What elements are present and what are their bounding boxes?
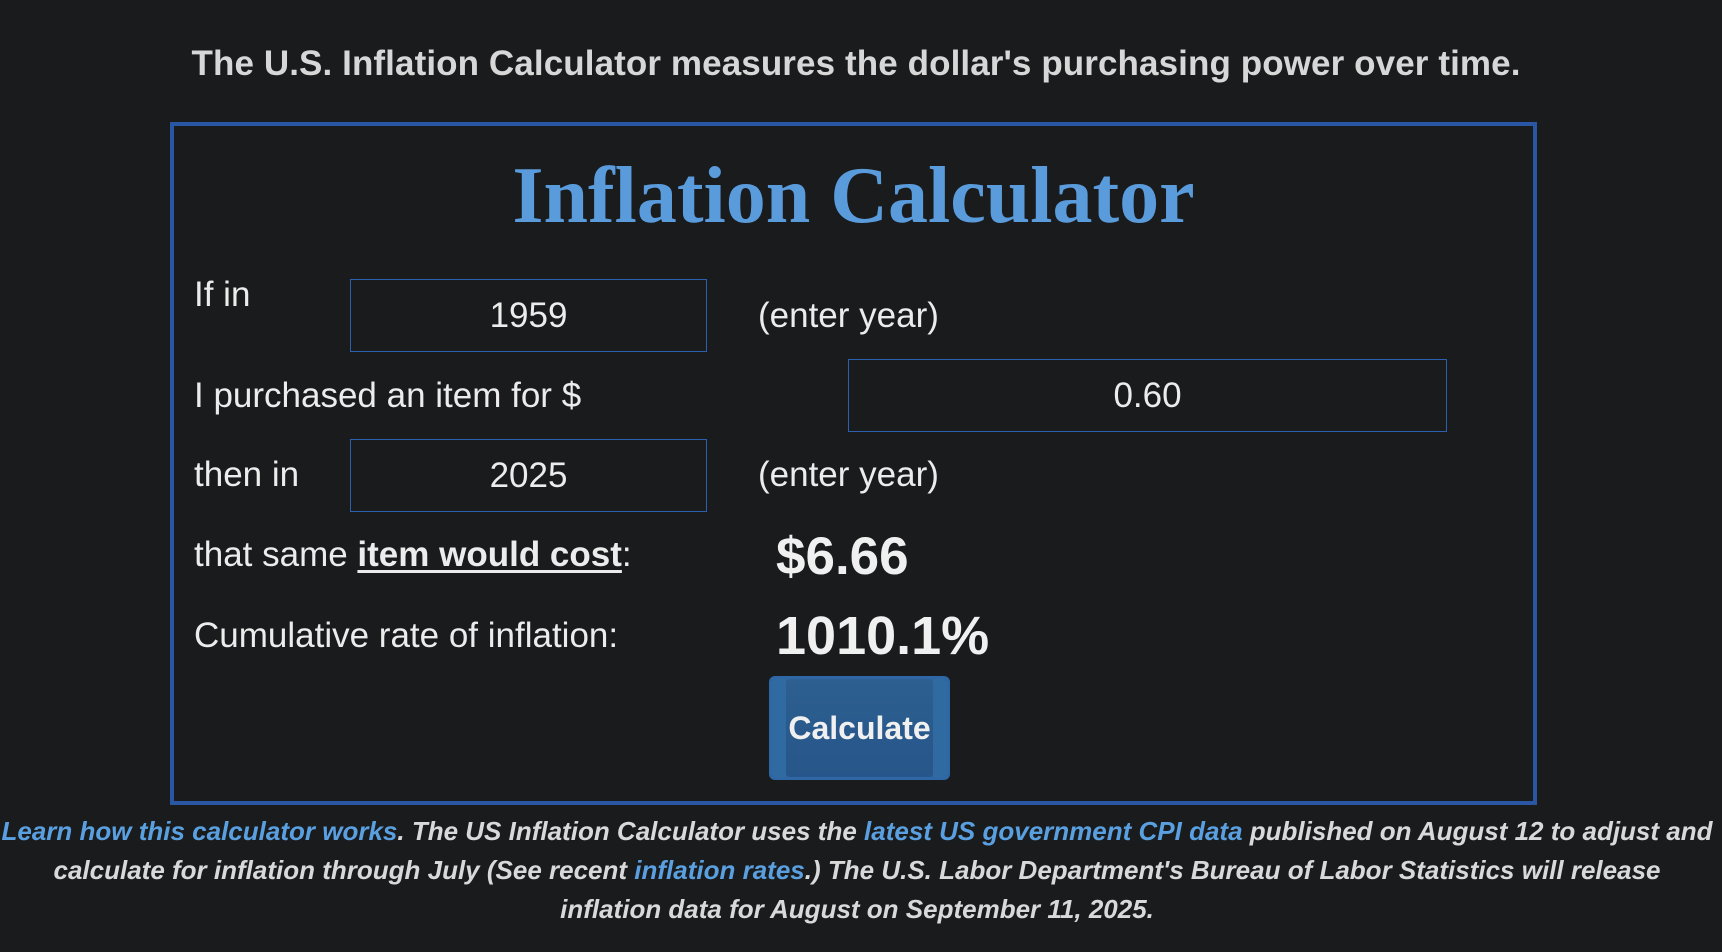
footer-note: Learn how this calculator works. The US … <box>0 812 1714 929</box>
inflation-rates-link[interactable]: inflation rates <box>634 855 805 885</box>
footer-text-1: . The US Inflation Calculator uses the <box>397 816 865 846</box>
learn-how-link[interactable]: Learn how this calculator works <box>1 816 398 846</box>
cpi-data-link[interactable]: latest US government CPI data <box>864 816 1243 846</box>
item-cost-label-suffix: : <box>621 535 632 574</box>
item-would-cost-link[interactable]: item would cost <box>357 535 622 574</box>
footer-text-2: published on August 12 to adjust and cal… <box>53 816 1713 885</box>
item-cost-result: $6.66 <box>776 527 909 586</box>
calculator-title: Inflation Calculator <box>512 152 1195 240</box>
start-year-label: If in <box>194 275 251 314</box>
item-cost-label: that same item would cost: <box>194 537 632 572</box>
end-year-hint: (enter year) <box>758 455 939 494</box>
amount-label: I purchased an item for $ <box>194 376 582 415</box>
end-year-label: then in <box>194 455 300 494</box>
end-year-input[interactable] <box>350 439 707 512</box>
inflation-rate-label: Cumulative rate of inflation: <box>194 616 619 655</box>
item-cost-label-prefix: that same <box>194 535 358 574</box>
inflation-calculator-panel: Inflation Calculator If in (enter year) … <box>170 122 1537 805</box>
amount-input[interactable] <box>848 359 1447 432</box>
start-year-input[interactable] <box>350 279 707 352</box>
calculate-button[interactable]: Calculate <box>769 676 950 780</box>
page-tagline: The U.S. Inflation Calculator measures t… <box>191 44 1521 83</box>
start-year-hint: (enter year) <box>758 296 939 335</box>
inflation-rate-result: 1010.1% <box>776 606 990 666</box>
footer-text-3: .) The U.S. Labor Department's Bureau of… <box>560 855 1661 924</box>
